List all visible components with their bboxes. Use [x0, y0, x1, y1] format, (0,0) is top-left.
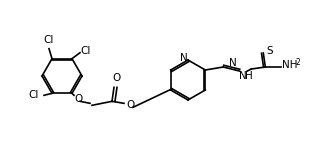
Text: NH: NH [282, 60, 297, 70]
Text: Cl: Cl [81, 46, 91, 56]
Text: N: N [239, 71, 247, 81]
Text: O: O [112, 73, 120, 83]
Text: O: O [74, 94, 82, 104]
Text: 2: 2 [296, 58, 301, 66]
Text: N: N [180, 53, 188, 63]
Text: Cl: Cl [44, 35, 54, 45]
Text: O: O [126, 100, 134, 110]
Text: Cl: Cl [29, 90, 39, 100]
Text: S: S [266, 46, 273, 56]
Text: H: H [245, 71, 253, 81]
Text: N: N [229, 58, 237, 68]
